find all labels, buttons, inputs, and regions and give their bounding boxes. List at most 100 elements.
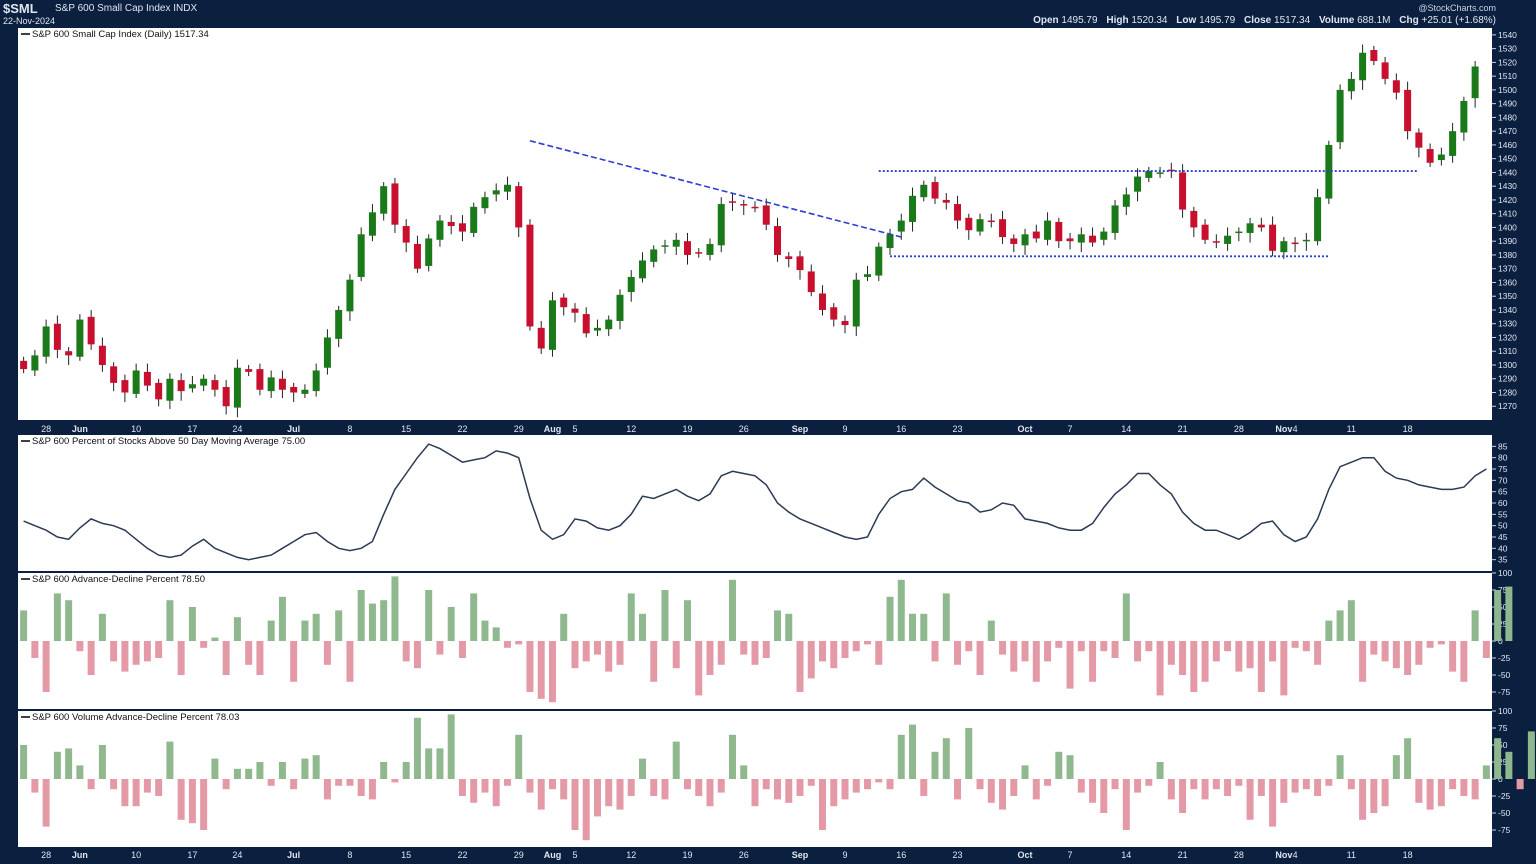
candle-body (1145, 171, 1153, 178)
candle (864, 265, 872, 282)
candle-body (98, 345, 106, 365)
y-tick-label: 80 (1498, 453, 1508, 463)
bar (1437, 641, 1445, 645)
bar (931, 641, 939, 662)
bar (380, 600, 388, 641)
y-tick-label: 75 (1498, 585, 1508, 595)
candle-body (965, 217, 973, 231)
bar (571, 779, 579, 830)
bar (346, 641, 354, 682)
candle (909, 187, 917, 232)
candle (121, 374, 129, 403)
candle (458, 215, 466, 242)
bar (537, 779, 545, 810)
bar (560, 779, 568, 800)
candle (1134, 168, 1142, 202)
bar (1437, 779, 1445, 807)
x-tick-label-bottom: Aug (544, 850, 562, 860)
y-tick-label: 1520 (1498, 57, 1517, 67)
y-tick-label: 100 (1498, 568, 1512, 578)
bar (312, 755, 320, 779)
bar (807, 641, 815, 679)
candle (1314, 188, 1322, 246)
close-label: Close (1244, 15, 1272, 26)
panel-title: S&P 600 Small Cap Index (Daily) 1517.34 (32, 29, 209, 40)
bar (841, 641, 849, 658)
bar (278, 596, 286, 641)
bar (762, 641, 770, 658)
candle-body (42, 326, 50, 357)
bar (1314, 641, 1322, 665)
bar (492, 627, 500, 641)
candle-body (593, 327, 601, 331)
bar (1066, 755, 1074, 779)
y-tick-label: 40 (1498, 543, 1508, 553)
candle (177, 373, 185, 401)
candle-body (200, 378, 208, 386)
y-tick-label: 25 (1498, 619, 1508, 629)
bar (1347, 600, 1355, 641)
y-tick-label: 1500 (1498, 85, 1517, 95)
bar (380, 762, 388, 779)
candle (1190, 206, 1198, 238)
candle (875, 242, 883, 282)
bar (1235, 779, 1243, 786)
bar (1426, 641, 1434, 648)
bar (290, 641, 298, 682)
x-tick-label: Nov (1275, 424, 1292, 434)
bar (402, 762, 410, 779)
bar (200, 641, 208, 648)
x-tick-label-bottom: 26 (739, 850, 749, 860)
bar (1190, 641, 1198, 692)
y-tick-label: 100 (1498, 706, 1512, 716)
x-tick-label: 22 (457, 424, 467, 434)
bar (1201, 641, 1209, 682)
bar (1145, 779, 1153, 786)
bar (458, 779, 466, 796)
x-tick-label: 15 (401, 424, 411, 434)
bar (920, 779, 928, 796)
x-tick-label: 23 (953, 424, 963, 434)
x-tick-label-bottom: Jun (72, 850, 88, 860)
candle-body (53, 323, 61, 350)
bar (42, 779, 50, 827)
bar (1257, 779, 1265, 796)
x-tick-label-bottom: 28 (41, 850, 51, 860)
candle (1077, 227, 1085, 253)
x-tick-label-bottom: 17 (187, 850, 197, 860)
candle (819, 285, 827, 316)
candle-body (1291, 242, 1299, 245)
bar (864, 779, 872, 790)
candle-body (920, 184, 928, 198)
candle (762, 198, 770, 231)
bar (503, 641, 511, 648)
x-tick-label: 10 (131, 424, 141, 434)
bar (188, 779, 196, 824)
y-tick-label: 1360 (1498, 277, 1517, 287)
bar (1044, 641, 1052, 662)
high-label: High (1106, 15, 1129, 26)
bar (1100, 779, 1108, 813)
bar (1325, 779, 1333, 786)
bar (751, 641, 759, 665)
candle-body (976, 219, 984, 232)
candle (335, 305, 343, 348)
candle-body (1449, 131, 1457, 156)
bar (976, 641, 984, 675)
y-tick-label: -50 (1498, 670, 1511, 680)
bar (177, 641, 185, 675)
bar (155, 641, 163, 658)
y-tick-label: 1290 (1498, 374, 1517, 384)
bar (695, 779, 703, 796)
candle (1291, 237, 1299, 253)
open-value: 1495.79 (1061, 15, 1098, 26)
bar (413, 717, 421, 779)
bar (335, 610, 343, 641)
bar (301, 758, 309, 779)
panel-background (18, 28, 1492, 420)
candle (650, 245, 658, 268)
candle-body (436, 220, 444, 240)
y-tick-label: 1490 (1498, 99, 1517, 109)
bar (762, 779, 770, 790)
y-tick-label: 1380 (1498, 250, 1517, 260)
